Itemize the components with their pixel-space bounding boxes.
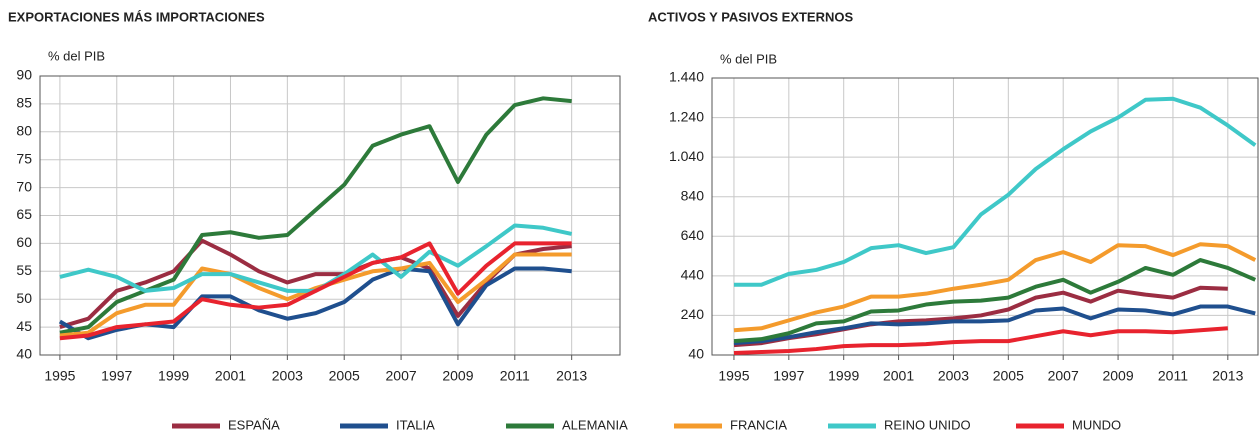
- y-tick-label: 1.040: [669, 148, 704, 164]
- y-tick-label: 90: [16, 67, 32, 83]
- x-tick-label: 2001: [883, 368, 914, 384]
- x-tick-label: 2001: [215, 368, 246, 384]
- y-tick-label: 640: [681, 227, 705, 243]
- chart-title: ACTIVOS Y PASIVOS EXTERNOS: [648, 9, 853, 24]
- y-tick-label: 240: [681, 306, 705, 322]
- plot-frame: [39, 75, 621, 356]
- y-tick-label: 1.240: [669, 108, 704, 124]
- y-tick-label: 40: [688, 346, 704, 362]
- legend-label: ALEMANIA: [562, 417, 628, 432]
- x-tick-label: 2007: [1048, 368, 1079, 384]
- x-tick-label: 2003: [938, 368, 969, 384]
- y-tick-label: 60: [16, 234, 32, 250]
- data-line: [733, 304, 1256, 346]
- legend-label: REINO UNIDO: [884, 417, 971, 432]
- data-line: [733, 326, 1228, 356]
- x-tick-label: 2013: [1212, 368, 1243, 384]
- x-tick-label: 2011: [1158, 368, 1188, 384]
- x-tick-label: 2009: [1102, 368, 1133, 384]
- data-line: [58, 266, 572, 341]
- y-tick-label: 65: [16, 206, 32, 222]
- data-line: [733, 258, 1257, 344]
- y-tick-label: 70: [16, 178, 32, 194]
- x-tick-label: 2009: [442, 368, 473, 384]
- x-tick-label: 2011: [500, 368, 530, 384]
- x-tick-label: 2005: [329, 368, 360, 384]
- legend-label: FRANCIA: [730, 417, 787, 432]
- legend-label: ESPAÑA: [228, 417, 280, 432]
- legend-label: MUNDO: [1072, 417, 1121, 432]
- data-line: [59, 238, 572, 330]
- x-tick-label: 1999: [158, 368, 189, 384]
- x-tick-label: 2005: [993, 368, 1024, 384]
- y-tick-label: 45: [16, 318, 32, 334]
- y-tick-label: 50: [16, 290, 32, 306]
- y-tick-label: 840: [681, 187, 705, 203]
- data-line: [733, 242, 1257, 333]
- data-line: [733, 96, 1257, 287]
- y-axis-label: % del PIB: [48, 48, 105, 63]
- plot-frame: [711, 77, 1259, 356]
- y-axis-label: % del PIB: [720, 51, 777, 66]
- y-tick-label: 40: [16, 346, 32, 362]
- x-tick-label: 1999: [828, 368, 859, 384]
- legend-label: ITALIA: [396, 417, 435, 432]
- chart-title: EXPORTACIONES MÁS IMPORTACIONES: [8, 9, 265, 24]
- y-tick-label: 75: [16, 150, 32, 166]
- x-tick-label: 1997: [101, 368, 132, 384]
- x-tick-label: 1995: [718, 368, 749, 384]
- y-tick-label: 1.440: [669, 69, 704, 85]
- data-line: [59, 241, 572, 341]
- y-tick-label: 80: [16, 123, 32, 139]
- y-tick-label: 440: [681, 267, 705, 283]
- x-tick-label: 2007: [386, 368, 417, 384]
- y-tick-label: 85: [16, 95, 32, 111]
- x-tick-label: 2003: [272, 368, 303, 384]
- x-tick-label: 1995: [44, 368, 75, 384]
- y-tick-label: 55: [16, 262, 32, 278]
- x-tick-label: 1997: [773, 368, 804, 384]
- data-line: [59, 252, 572, 338]
- x-tick-label: 2013: [556, 368, 587, 384]
